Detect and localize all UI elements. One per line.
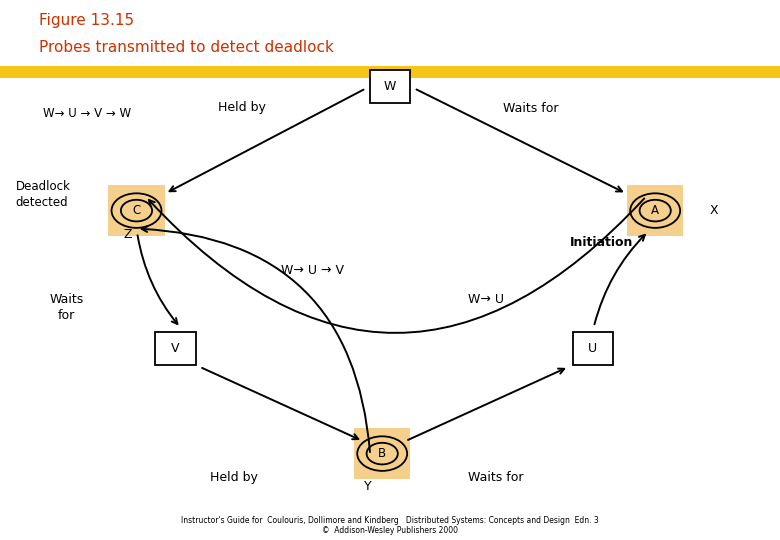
FancyBboxPatch shape [354,428,410,480]
FancyBboxPatch shape [627,185,683,237]
Text: Deadlock
detected: Deadlock detected [16,180,70,209]
Text: W→ U → V → W: W→ U → V → W [43,107,131,120]
Text: X: X [710,204,718,217]
Text: W→ U: W→ U [468,293,504,306]
Text: Initiation: Initiation [569,237,633,249]
Text: Figure 13.15: Figure 13.15 [39,14,134,29]
Text: Z: Z [123,228,132,241]
FancyBboxPatch shape [573,332,613,365]
FancyBboxPatch shape [370,70,410,103]
Text: W→ U → V: W→ U → V [281,264,344,276]
Text: U: U [588,342,597,355]
Text: Instructor's Guide for  Coulouris, Dollimore and Kindberg   Distributed Systems:: Instructor's Guide for Coulouris, Dollim… [181,516,599,525]
Text: Held by: Held by [218,102,266,114]
Text: C: C [133,204,140,217]
Text: ©  Addison-Wesley Publishers 2000: © Addison-Wesley Publishers 2000 [322,525,458,535]
Bar [0,66,780,78]
FancyBboxPatch shape [108,185,165,237]
Text: Waits
for: Waits for [49,293,83,322]
Text: A: A [651,204,659,217]
Text: Waits for: Waits for [467,471,523,484]
Text: Waits for: Waits for [502,102,558,114]
Text: W: W [384,80,396,93]
Text: Probes transmitted to detect deadlock: Probes transmitted to detect deadlock [39,40,334,56]
Text: Held by: Held by [210,471,258,484]
Text: V: V [172,342,179,355]
Text: B: B [378,447,386,460]
Text: Y: Y [364,480,372,492]
FancyBboxPatch shape [155,332,196,365]
